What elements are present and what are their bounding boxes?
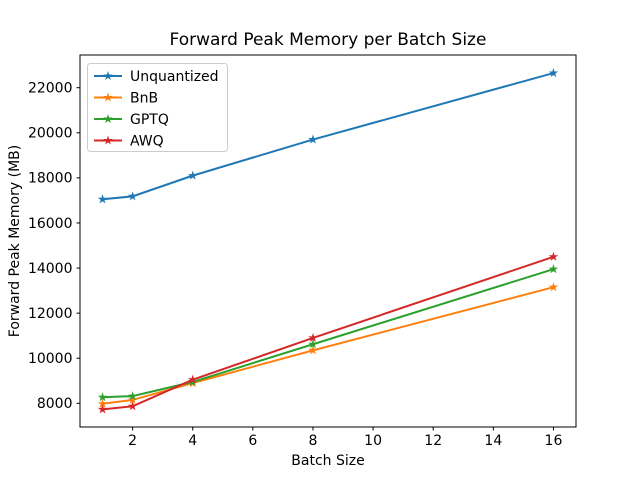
data-point-marker-awq	[97, 404, 108, 414]
legend-entry-bnb: BnB	[94, 90, 158, 106]
x-tick-label: 12	[424, 433, 442, 449]
y-tick-label: 22000	[28, 80, 73, 96]
y-tick-label: 12000	[28, 306, 73, 322]
x-axis-label: Batch Size	[291, 453, 364, 469]
x-tick-label: 16	[545, 433, 563, 449]
data-point-marker-bnb	[308, 345, 318, 355]
data-point-marker-gptq	[548, 264, 559, 274]
y-tick-label: 8000	[37, 396, 73, 412]
y-tick-label: 18000	[28, 171, 73, 187]
data-point-marker-unquantized	[127, 191, 138, 201]
data-point-marker-unquantized	[97, 194, 108, 204]
legend-entry-awq: AWQ	[94, 133, 164, 149]
legend-label: GPTQ	[130, 112, 169, 128]
data-point-marker-bnb	[548, 282, 559, 292]
data-point-marker-gptq	[127, 391, 138, 401]
x-tick-label: 8	[309, 433, 318, 449]
y-tick-label: 16000	[28, 216, 73, 232]
y-tick-label: 10000	[28, 351, 73, 367]
chart-title: Forward Peak Memory per Batch Size	[170, 30, 487, 50]
series-layer	[97, 68, 559, 414]
data-point-marker-unquantized	[308, 134, 318, 144]
legend-label: AWQ	[130, 133, 164, 149]
axes-box	[79, 54, 577, 428]
x-tick-label: 10	[364, 433, 382, 449]
x-tick-label: 14	[484, 433, 502, 449]
data-point-marker-bnb	[127, 394, 138, 404]
x-axis-ticks: 2 4 6 8 10 12 14 16	[128, 427, 562, 449]
y-tick-label: 20000	[28, 126, 73, 142]
legend-box	[87, 63, 228, 152]
legend-label: Unquantized	[130, 69, 219, 85]
legend: Unquantized BnB GPTQ AWQ	[87, 63, 228, 152]
legend-entry-unquantized: Unquantized	[94, 69, 219, 85]
x-tick-label: 6	[248, 433, 257, 449]
data-point-marker-awq	[187, 374, 198, 384]
x-tick-label: 2	[128, 433, 137, 449]
legend-marker-star-icon	[103, 114, 113, 124]
legend-marker-star-icon	[103, 135, 113, 145]
y-axis-label: Forward Peak Memory (MB)	[7, 145, 23, 337]
legend-entry-gptq: GPTQ	[94, 112, 169, 128]
data-point-marker-awq	[127, 401, 138, 411]
data-point-marker-bnb	[97, 398, 108, 408]
plot-area	[79, 54, 577, 428]
data-point-marker-unquantized	[187, 170, 198, 180]
x-tick-label: 4	[188, 433, 197, 449]
legend-label: BnB	[130, 90, 158, 106]
data-point-marker-awq	[308, 332, 318, 342]
legend-marker-star-icon	[103, 92, 113, 102]
data-point-marker-awq	[548, 251, 559, 261]
data-point-marker-gptq	[308, 339, 318, 349]
y-axis-ticks: 8000 10000 12000 14000 16000 18000 20000 22000	[28, 80, 80, 412]
legend-marker-star-icon	[103, 71, 113, 81]
data-point-marker-gptq	[97, 392, 108, 402]
y-tick-label: 14000	[28, 261, 73, 277]
data-point-marker-unquantized	[548, 68, 559, 78]
